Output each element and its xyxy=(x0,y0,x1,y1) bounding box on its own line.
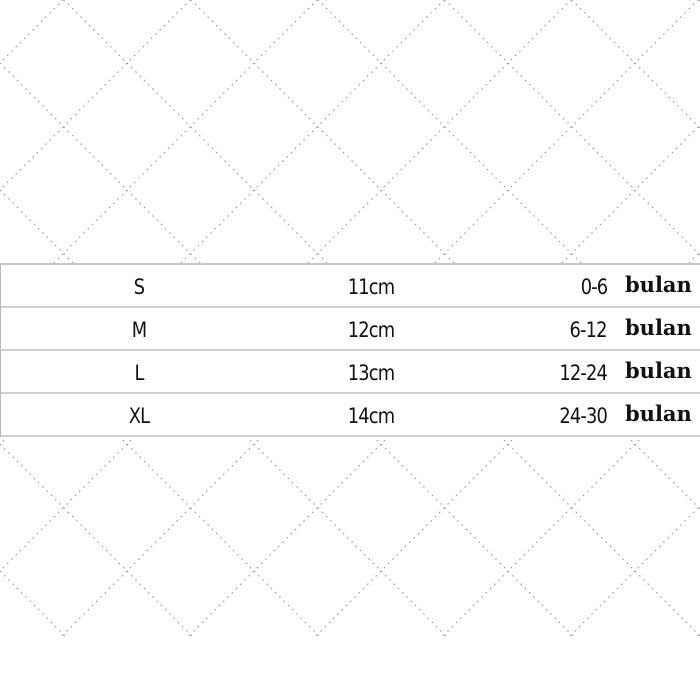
size-cell: XL xyxy=(128,404,150,428)
length-cell: 13cm xyxy=(347,361,395,385)
age-cell: 0-6 xyxy=(580,275,607,299)
size-chart-table: S 11cm 0-6 bulan M 12cm 6-12 bulan L 13c… xyxy=(0,263,700,437)
table-row: M 12cm 6-12 bulan xyxy=(1,308,700,351)
table-row: XL 14cm 24-30 bulan xyxy=(1,394,700,437)
unit-cell: bulan xyxy=(625,272,692,297)
age-cell: 12-24 xyxy=(559,361,607,385)
table-row: S 11cm 0-6 bulan xyxy=(1,265,700,308)
age-cell: 6-12 xyxy=(569,318,608,342)
size-cell: L xyxy=(134,361,144,385)
length-cell: 11cm xyxy=(347,275,395,299)
length-cell: 12cm xyxy=(347,318,395,342)
size-cell: S xyxy=(133,275,145,299)
length-cell: 14cm xyxy=(347,404,395,428)
unit-cell: bulan xyxy=(625,315,692,340)
size-cell: M xyxy=(131,318,147,342)
unit-cell: bulan xyxy=(625,401,692,426)
age-cell: 24-30 xyxy=(559,404,607,428)
table-row: L 13cm 12-24 bulan xyxy=(1,351,700,394)
unit-cell: bulan xyxy=(625,358,692,383)
